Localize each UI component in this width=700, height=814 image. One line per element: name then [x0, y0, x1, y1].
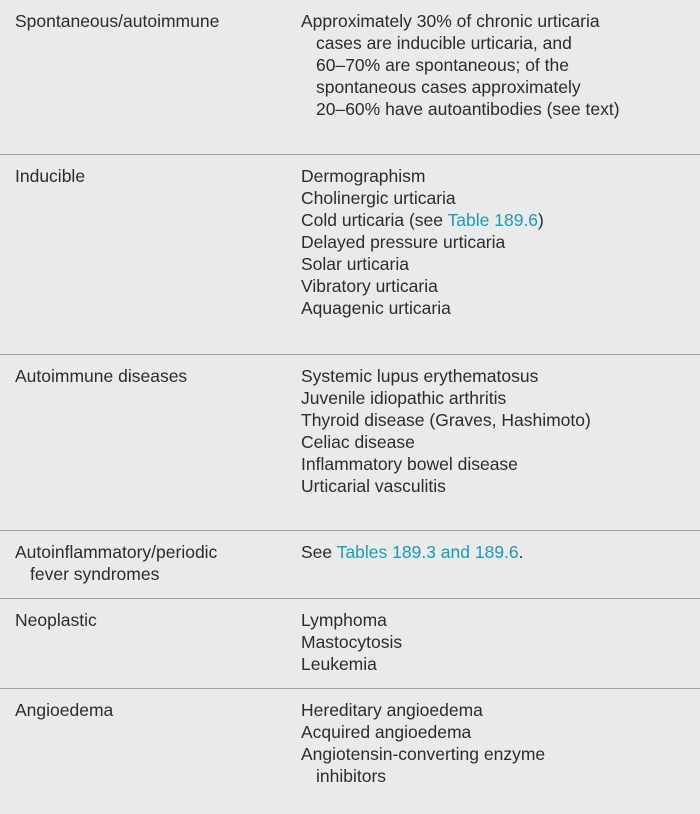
category-label: Neoplastic — [15, 610, 97, 630]
item-text: Celiac disease — [301, 432, 415, 452]
item-text: Aquagenic urticaria — [301, 298, 451, 318]
items-cell: Lymphoma Mastocytosis Leukemia — [301, 599, 700, 688]
item-text: Approximately 30% of chronic urticaria — [301, 11, 600, 31]
item-text: Delayed pressure urticaria — [301, 232, 506, 252]
category-cell: Autoinflammatory/periodic fever syndrome… — [0, 531, 301, 598]
items-cell: See Tables 189.3 and 189.6. — [301, 531, 700, 598]
category-cell: Angioedema — [0, 689, 301, 814]
category-label: Autoimmune diseases — [15, 366, 188, 386]
item-text: Cholinergic urticaria — [301, 188, 456, 208]
item-text: Urticarial vasculitis — [301, 476, 446, 496]
item-text: Vibratory urticaria — [301, 276, 438, 296]
item-text: 20–60% have autoantibodies (see text) — [316, 99, 620, 119]
item-text: Inflammatory bowel disease — [301, 454, 518, 474]
item-text: Cold urticaria (see Table 189.6) — [301, 210, 544, 230]
item-text: Juvenile idiopathic arthritis — [301, 388, 507, 408]
items-cell: Hereditary angioedema Acquired angioedem… — [301, 689, 700, 814]
table-row-autoimmune-diseases: Autoimmune diseases Systemic lupus eryth… — [0, 355, 700, 531]
item-text: Systemic lupus erythematosus — [301, 366, 539, 386]
item-text: Thyroid disease (Graves, Hashimoto) — [301, 410, 591, 430]
item-text: spontaneous cases approximately — [316, 77, 581, 97]
table-row-inducible: Inducible Dermographism Cholinergic urti… — [0, 155, 700, 355]
category-label: Inducible — [15, 166, 86, 186]
table-reference-link[interactable]: Table 189.6 — [447, 210, 539, 230]
category-label: Angioedema — [15, 700, 114, 720]
item-text: 60–70% are spontaneous; of the — [316, 55, 569, 75]
item-text: Angiotensin-converting enzyme — [301, 744, 546, 764]
item-text: Solar urticaria — [301, 254, 409, 274]
table-row-spontaneous: Spontaneous/autoimmune Approximately 30%… — [0, 0, 700, 155]
items-cell: Systemic lupus erythematosus Juvenile id… — [301, 355, 700, 530]
category-cell: Inducible — [0, 155, 301, 354]
item-text: Hereditary angioedema — [301, 700, 483, 720]
category-cell: Neoplastic — [0, 599, 301, 688]
table-row-angioedema: Angioedema Hereditary angioedema Acquire… — [0, 689, 700, 814]
category-label: Autoinflammatory/periodic — [15, 542, 218, 562]
item-text: Dermographism — [301, 166, 426, 186]
item-text: Leukemia — [301, 654, 377, 674]
table-row-autoinflammatory: Autoinflammatory/periodic fever syndrome… — [0, 531, 700, 599]
items-cell: Approximately 30% of chronic urticaria c… — [301, 0, 700, 154]
category-cell: Spontaneous/autoimmune — [0, 0, 301, 154]
item-text: Mastocytosis — [301, 632, 403, 652]
items-cell: Dermographism Cholinergic urticaria Cold… — [301, 155, 700, 354]
item-text: inhibitors — [316, 766, 387, 786]
item-text: See Tables 189.3 and 189.6. — [301, 542, 524, 562]
category-cell: Autoimmune diseases — [0, 355, 301, 530]
category-label: Spontaneous/autoimmune — [15, 11, 220, 31]
table-row-neoplastic: Neoplastic Lymphoma Mastocytosis Leukemi… — [0, 599, 700, 689]
table-reference-link[interactable]: Tables 189.3 and 189.6 — [336, 542, 519, 562]
item-text: Acquired angioedema — [301, 722, 472, 742]
item-text: Lymphoma — [301, 610, 387, 630]
item-text: cases are inducible urticaria, and — [316, 33, 572, 53]
category-label: fever syndromes — [30, 564, 160, 584]
